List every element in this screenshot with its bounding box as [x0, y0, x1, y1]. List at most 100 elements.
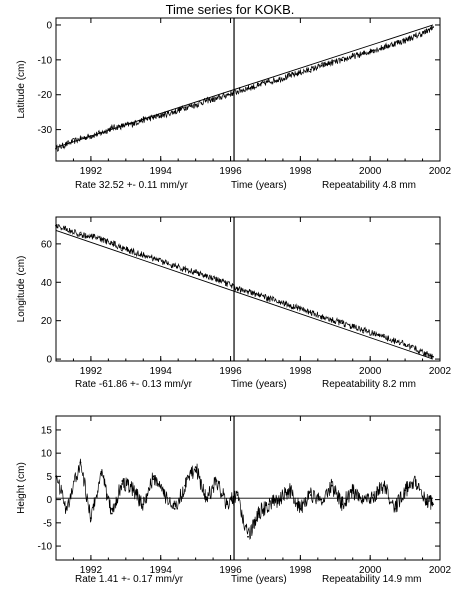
- latitude-data-point: [247, 87, 249, 90]
- height-data-point: [121, 480, 124, 482]
- height-data-point: [257, 512, 260, 515]
- latitude-data-point: [299, 71, 302, 74]
- latitude-trend-line: [55, 24, 434, 148]
- latitude-data-point: [163, 113, 166, 116]
- latitude-y-tick-label: -10: [38, 55, 53, 66]
- latitude-x-tick-label: 2000: [359, 166, 382, 177]
- latitude-data-point: [226, 93, 228, 96]
- longitude-rate-text: Rate -61.86 +- 0.13 mm/yr: [75, 379, 193, 390]
- height-y-axis-label: Height (cm): [16, 462, 27, 514]
- longitude-data-point: [215, 279, 218, 281]
- longitude-data-point: [110, 241, 113, 244]
- height-data-point: [393, 508, 396, 510]
- height-data-point: [309, 494, 312, 496]
- latitude-data-point: [362, 53, 365, 55]
- height-x-tick-label: 1996: [219, 565, 242, 576]
- height-repeatability-text: Repeatability 14.9 mm: [322, 574, 422, 585]
- longitude-data-point: [152, 257, 155, 260]
- longitude-data-point: [383, 336, 386, 338]
- height-data-point: [247, 535, 249, 538]
- height-y-tick-label: 5: [46, 472, 52, 483]
- longitude-data-point: [404, 343, 406, 346]
- height-data-point: [320, 498, 323, 501]
- latitude-data-point: [330, 61, 333, 64]
- longitude-plot-frame: [55, 216, 441, 362]
- longitude-data-point: [247, 290, 249, 293]
- latitude-data-point: [131, 122, 134, 125]
- longitude-x-tick-label: 1992: [80, 366, 103, 377]
- latitude-data-point: [372, 49, 375, 51]
- height-data-point: [142, 503, 145, 506]
- latitude-data-point: [432, 26, 434, 28]
- height-data-point: [362, 498, 365, 501]
- longitude-data-point: [226, 282, 228, 285]
- latitude-data-point: [288, 74, 291, 77]
- latitude-data-point: [425, 31, 427, 33]
- longitude-data-point: [79, 233, 82, 236]
- longitude-data-point: [131, 250, 134, 253]
- longitude-x-tick-label: 1996: [219, 366, 242, 377]
- height-data-point: [65, 508, 68, 510]
- longitude-data-point: [121, 247, 124, 250]
- height-data-point: [215, 480, 218, 482]
- latitude-data-point: [268, 80, 270, 83]
- longitude-y-tick-label: 40: [41, 278, 53, 289]
- latitude-rate-text: Rate 32.52 +- 0.11 mm/yr: [75, 180, 189, 191]
- height-data-point: [288, 489, 291, 492]
- latitude-data-point: [236, 90, 239, 93]
- height-data-point: [432, 503, 434, 506]
- latitude-x-tick-label: 1998: [289, 166, 312, 177]
- latitude-data-point: [55, 147, 57, 150]
- longitude-data-point: [194, 271, 197, 274]
- height-y-tick-label: -10: [38, 542, 53, 553]
- longitude-y-axis-label: Longitude (cm): [16, 256, 27, 323]
- longitude-data-point: [351, 325, 354, 328]
- longitude-series-line: [55, 223, 434, 360]
- latitude-data-point: [215, 98, 218, 100]
- height-data-point: [404, 489, 406, 492]
- height-panel: 1992 1994 1996 1998 2000 2002 -10 -5 0 5 10 15 Heigh…: [16, 415, 452, 585]
- longitude-y-tick-label: 20: [41, 316, 53, 327]
- height-data-point: [268, 503, 270, 506]
- longitude-panel: 1992 1994 1996 1998 2000 2002 0 20 40 60 Longitude…: [16, 216, 452, 390]
- latitude-data-point: [152, 116, 155, 119]
- longitude-x-axis-label: Time (years): [231, 379, 287, 390]
- height-data-point: [79, 461, 82, 464]
- longitude-x-tick-label: 1998: [289, 366, 312, 377]
- longitude-data-point: [341, 322, 344, 325]
- latitude-data-point: [414, 35, 417, 38]
- longitude-data-point: [299, 307, 302, 310]
- height-data-point: [341, 503, 344, 506]
- height-x-tick-label: 1992: [80, 565, 103, 576]
- height-data-point: [90, 517, 92, 520]
- longitude-trend-line: [55, 230, 434, 360]
- longitude-x-tick-label: 2000: [359, 366, 382, 377]
- latitude-data-point: [383, 46, 386, 49]
- longitude-data-point: [100, 238, 103, 241]
- latitude-data-point: [393, 42, 396, 45]
- height-data-point: [163, 494, 166, 496]
- latitude-data-point: [404, 39, 406, 42]
- height-rate-text: Rate 1.41 +- 0.17 mm/yr: [75, 574, 184, 585]
- height-data-point: [110, 512, 113, 515]
- height-data-point: [351, 489, 354, 492]
- longitude-data-point: [432, 355, 434, 358]
- height-y-tick-label: 15: [41, 425, 53, 436]
- height-x-tick-label: 2000: [359, 565, 382, 576]
- latitude-x-axis-label: Time (years): [231, 180, 287, 191]
- height-x-axis-label: Time (years): [231, 574, 287, 585]
- longitude-data-point: [90, 235, 92, 238]
- longitude-data-point: [278, 301, 281, 304]
- height-x-tick-label: 1994: [150, 565, 173, 576]
- longitude-data-point: [309, 311, 312, 314]
- longitude-data-point: [163, 261, 166, 264]
- height-data-point: [414, 480, 417, 482]
- latitude-data-point: [351, 55, 354, 58]
- latitude-data-point: [184, 106, 187, 109]
- latitude-data-point: [278, 78, 281, 80]
- height-y-tick-label: 10: [41, 449, 53, 460]
- latitude-data-point: [309, 68, 312, 71]
- longitude-data-point: [425, 352, 427, 355]
- longitude-repeatability-text: Repeatability 8.2 mm: [322, 379, 416, 390]
